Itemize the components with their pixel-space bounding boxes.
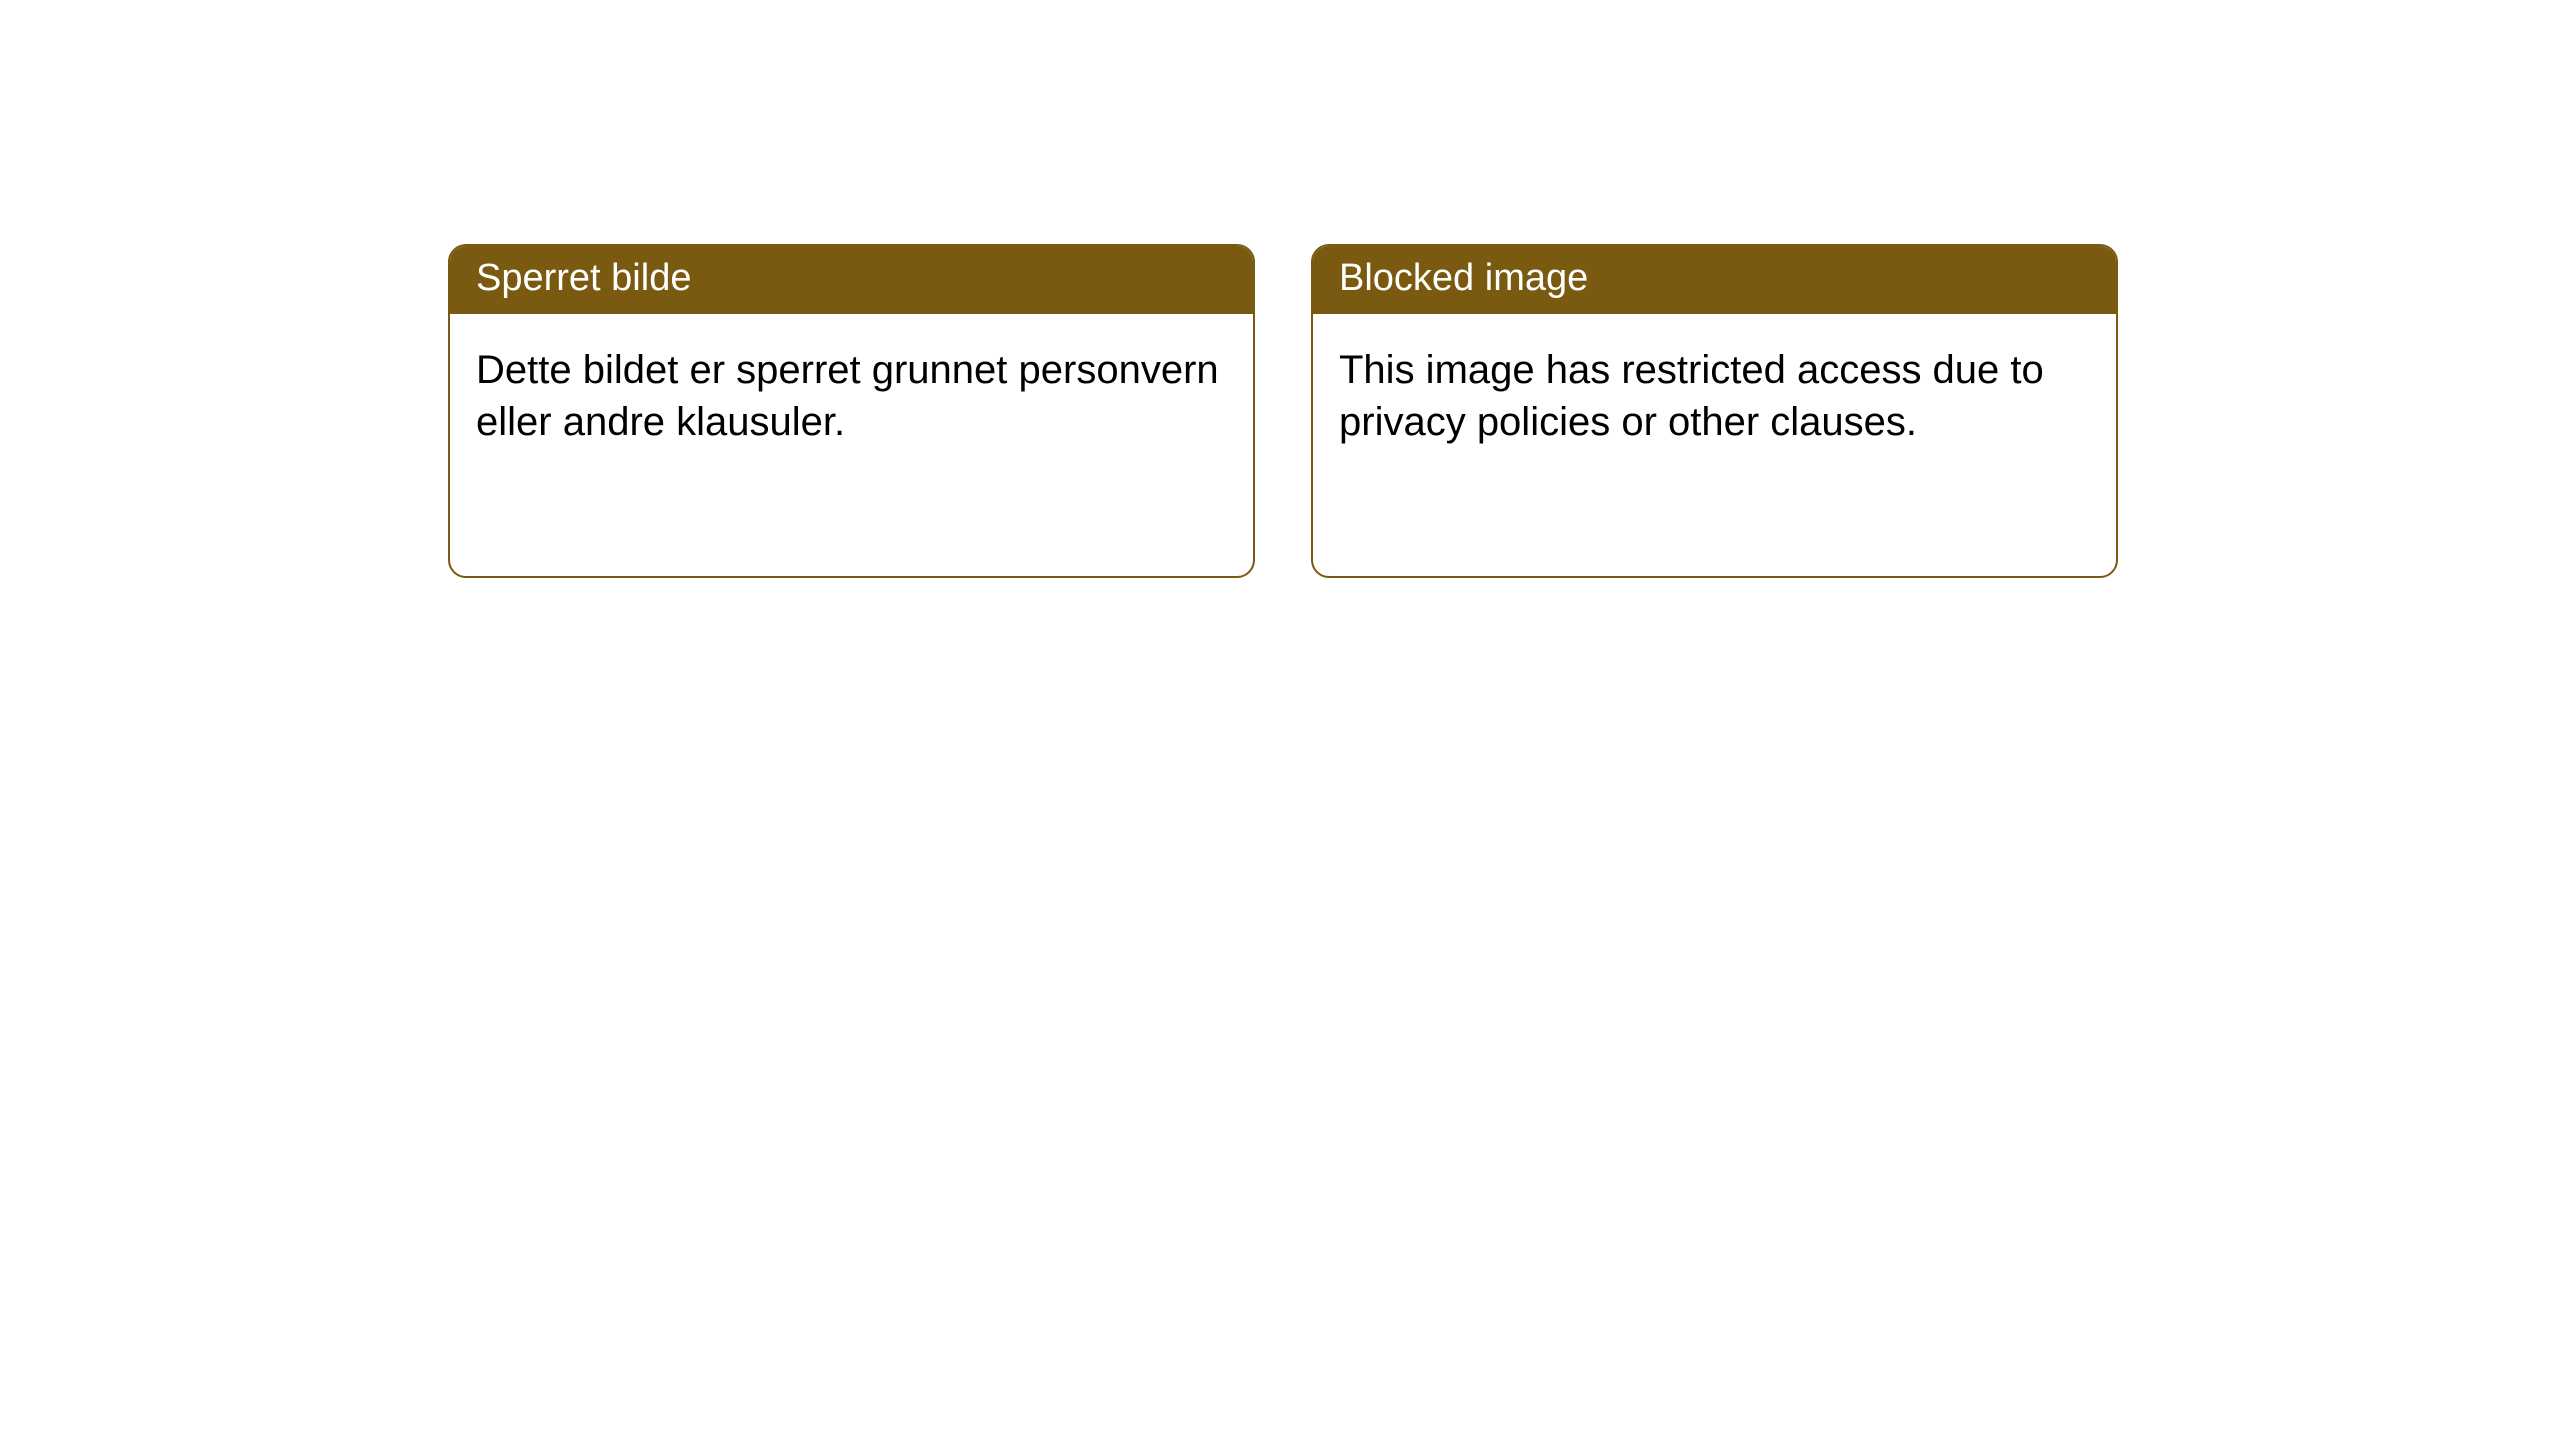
card-header: Sperret bilde xyxy=(450,246,1253,314)
card-header: Blocked image xyxy=(1313,246,2116,314)
card-body: This image has restricted access due to … xyxy=(1313,314,2116,480)
notice-card-english: Blocked image This image has restricted … xyxy=(1311,244,2118,578)
card-title: Blocked image xyxy=(1339,257,1588,299)
card-body-text: This image has restricted access due to … xyxy=(1339,348,2044,445)
notice-cards-container: Sperret bilde Dette bildet er sperret gr… xyxy=(0,0,2560,578)
card-body: Dette bildet er sperret grunnet personve… xyxy=(450,314,1253,480)
notice-card-norwegian: Sperret bilde Dette bildet er sperret gr… xyxy=(448,244,1255,578)
card-title: Sperret bilde xyxy=(476,257,691,299)
card-body-text: Dette bildet er sperret grunnet personve… xyxy=(476,348,1219,445)
